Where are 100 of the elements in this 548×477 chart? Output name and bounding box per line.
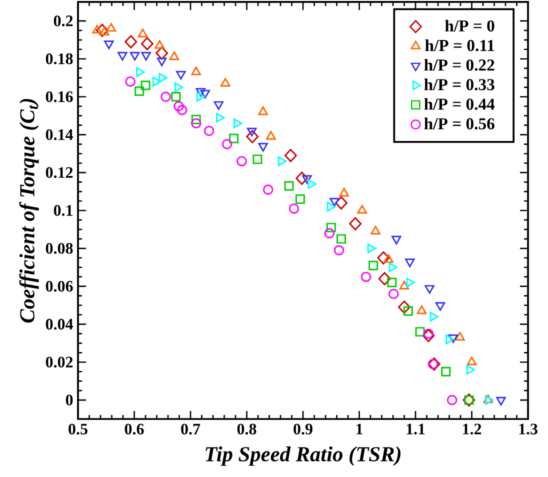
point bbox=[141, 52, 151, 61]
point bbox=[191, 114, 201, 124]
point bbox=[258, 106, 268, 116]
point bbox=[370, 226, 380, 234]
y-tick-label: 0.16 bbox=[46, 91, 73, 102]
point bbox=[330, 198, 340, 207]
point bbox=[335, 196, 348, 210]
legend-label: h/P = 0.33 bbox=[424, 78, 494, 90]
point bbox=[124, 35, 138, 48]
point bbox=[416, 305, 427, 314]
point bbox=[430, 312, 438, 322]
point bbox=[222, 139, 232, 150]
point bbox=[296, 172, 308, 185]
legend-label: h/P = 0.44 bbox=[424, 98, 495, 110]
point bbox=[388, 288, 399, 300]
point bbox=[246, 128, 257, 136]
point bbox=[326, 202, 336, 212]
point bbox=[246, 130, 259, 144]
point bbox=[399, 280, 410, 290]
point bbox=[174, 82, 184, 92]
x-tick-label: 0.9 bbox=[294, 424, 312, 435]
point bbox=[233, 118, 242, 128]
point bbox=[378, 272, 391, 286]
x-tick-label: 0.5 bbox=[68, 424, 88, 435]
point bbox=[295, 194, 305, 204]
point bbox=[336, 234, 346, 244]
y-tick-label: 0.02 bbox=[46, 356, 73, 368]
x-axis-title: Tip Speed Ratio (TSR) bbox=[206, 446, 400, 466]
point bbox=[466, 364, 476, 375]
point bbox=[326, 222, 336, 232]
point bbox=[446, 334, 454, 344]
point bbox=[204, 126, 214, 136]
point bbox=[387, 278, 397, 288]
point bbox=[391, 236, 402, 244]
y-axis-title: Coefficient of Torque (C$_{t}$) bbox=[19, 98, 39, 323]
y-tick-label: 0.12 bbox=[46, 167, 73, 178]
point bbox=[125, 76, 136, 87]
point bbox=[106, 22, 116, 32]
point bbox=[169, 51, 180, 60]
point bbox=[176, 104, 188, 116]
point bbox=[377, 251, 390, 264]
point bbox=[158, 72, 168, 83]
point bbox=[196, 92, 206, 102]
point bbox=[415, 327, 425, 337]
point bbox=[448, 334, 458, 344]
legend-label: h/P = 0.56 bbox=[424, 118, 494, 130]
point bbox=[252, 154, 262, 164]
point bbox=[403, 306, 413, 316]
point bbox=[288, 203, 300, 214]
point bbox=[308, 179, 316, 189]
point bbox=[200, 90, 210, 99]
x-tick-label: 0.8 bbox=[237, 424, 256, 435]
point bbox=[388, 262, 398, 272]
point bbox=[154, 40, 164, 49]
point bbox=[367, 244, 376, 254]
point bbox=[423, 328, 434, 339]
point bbox=[100, 26, 110, 36]
point bbox=[152, 76, 162, 86]
point bbox=[229, 134, 239, 144]
point bbox=[140, 80, 150, 90]
x-tick-label: 0.6 bbox=[124, 424, 144, 435]
x-tick-label: 1.1 bbox=[406, 424, 425, 435]
point bbox=[398, 300, 410, 314]
point bbox=[220, 78, 230, 87]
point bbox=[134, 86, 144, 96]
y-tick-label: 0 bbox=[66, 394, 73, 406]
point bbox=[368, 260, 378, 270]
point bbox=[174, 101, 184, 112]
point bbox=[156, 58, 167, 66]
point bbox=[176, 70, 186, 80]
y-tick-label: 0.2 bbox=[54, 16, 73, 26]
point bbox=[96, 24, 108, 38]
point bbox=[196, 88, 206, 97]
point bbox=[441, 366, 451, 376]
point bbox=[138, 28, 148, 38]
x-tick-label: 0.7 bbox=[181, 424, 200, 435]
point bbox=[349, 217, 362, 230]
point bbox=[357, 204, 367, 214]
point bbox=[406, 278, 415, 288]
x-tick-label: 1.2 bbox=[463, 424, 482, 435]
point bbox=[455, 332, 465, 341]
x-tick-label: 1.3 bbox=[519, 424, 538, 435]
y-tick-label: 0.14 bbox=[46, 129, 73, 140]
point bbox=[466, 356, 477, 366]
point bbox=[302, 175, 312, 184]
point bbox=[334, 245, 344, 256]
point bbox=[236, 156, 247, 166]
x-tick-label: 1 bbox=[356, 424, 362, 434]
y-tick-label: 0.08 bbox=[46, 242, 73, 254]
point bbox=[263, 184, 274, 195]
point bbox=[214, 101, 224, 110]
point bbox=[435, 302, 446, 311]
point bbox=[266, 131, 276, 140]
y-tick-label: 0.1 bbox=[54, 205, 72, 216]
point bbox=[324, 228, 335, 238]
point bbox=[339, 188, 349, 197]
point bbox=[136, 67, 145, 78]
legend-label: h/P = 0.22 bbox=[424, 58, 494, 71]
point bbox=[422, 328, 435, 342]
y-tick-label: 0.06 bbox=[46, 280, 73, 292]
